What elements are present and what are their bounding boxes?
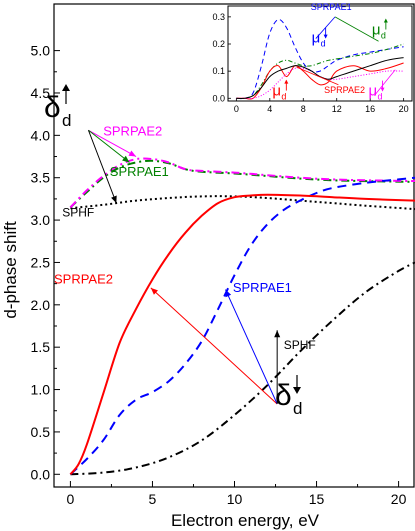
y-tick-label: 4.5 (31, 85, 51, 101)
pointer-sphf-down-head (274, 330, 281, 338)
pointer-sprpae1-up-head (122, 155, 130, 163)
inset-x-tick-label: 4 (267, 104, 272, 114)
inset-pointer-sprpae1-green (334, 16, 379, 42)
svg-text:δ: δ (275, 379, 292, 412)
y-tick-label: 3.0 (31, 212, 51, 228)
svg-text:δ: δ (44, 91, 61, 124)
pointer-sprpae2-up-head (128, 150, 137, 157)
pointer-sprpae2-down (150, 287, 278, 405)
main-series (69, 157, 415, 476)
x-tick-label: 20 (391, 491, 407, 507)
pointer-sphf-up-head (111, 195, 117, 204)
series-annotation: SPRPAE2 (54, 272, 113, 287)
series-line-sphf-spin-down (70, 261, 415, 476)
y-tick-label: 0.0 (31, 466, 51, 482)
inset-y-tick-label: 0.1 (212, 66, 225, 76)
x-tick-label: 5 (149, 491, 157, 507)
inset-series (236, 19, 404, 100)
svg-text:μ: μ (372, 22, 381, 39)
svg-text:μ: μ (312, 30, 321, 47)
inset-x-tick-label: 8 (301, 104, 306, 114)
inset-series-line-sprpae2-spin-up (236, 62, 404, 100)
y-tick-label: 4.0 (31, 127, 51, 143)
svg-text:d: d (293, 399, 302, 418)
series-annotation: SPRPAE1 (233, 280, 292, 295)
y-axis-title: d-phase shift (1, 221, 20, 319)
svg-text:μ: μ (272, 83, 281, 100)
svg-text:μ: μ (369, 83, 378, 100)
inset-pointer-sprpae2-magenta (374, 69, 396, 96)
x-axis-title: Electron energy, eV (171, 511, 320, 530)
x-tick-label: 0 (67, 491, 75, 507)
series-annotation: SPHF (62, 206, 94, 220)
inset-annotation: SPRPAE1 (311, 2, 352, 12)
inset-y-tick-label: 0.2 (212, 39, 225, 49)
svg-text:d: d (378, 92, 383, 102)
pointer-sprpae1-down (225, 289, 278, 405)
series-line-sprpae1-spin-down (69, 176, 415, 476)
y-tick-label: 3.5 (31, 170, 51, 186)
x-tick-label: 10 (227, 491, 243, 507)
inset-x-tick-label: 12 (332, 104, 342, 114)
inset-series-line-sprpae1-spin-up (236, 19, 404, 100)
y-tick-label: 2.5 (31, 254, 51, 270)
main-annotations: SPRPAE2 SPRPAE1 SPHF SPRPAE2 SPRPAE1 SPHF (54, 123, 316, 405)
svg-text:d: d (381, 31, 386, 41)
y-tick-label: 0.5 (31, 424, 51, 440)
inset-x-tick-label: 20 (399, 104, 409, 114)
inset-series-line-sprpae1-spin-down (236, 43, 404, 99)
series-annotation: SPRPAE1 (110, 164, 169, 179)
delta-up-label: δ d (44, 84, 71, 130)
pointer-sphf-up (87, 130, 117, 204)
main-axis-ticks: 0 5 10 15 20 0.0 0.5 1.0 1.5 2.0 2.5 3.0 3.5 4.0 4.5 5.… (31, 43, 407, 507)
pointer-sprpae1-down-head (225, 289, 232, 298)
series-annotation: SPRPAE2 (103, 123, 162, 138)
series-line-sphf-spin-up (70, 195, 415, 211)
series-line-sprpae2-spin-down (69, 193, 415, 475)
inset-series-line-sphf-spin-up (236, 57, 404, 99)
inset-pointer-sprpae2-red (296, 66, 339, 86)
series-annotation: SPHF (284, 338, 316, 352)
x-tick-label: 15 (309, 491, 325, 507)
pointer-sprpae2-up (88, 129, 137, 157)
inset-x-tick-label: 0 (234, 104, 239, 114)
inset-x-tick-label: 16 (365, 104, 375, 114)
pointer-sprpae2-down-head (150, 287, 158, 295)
inset-series-line-sprpae2-spin-down (236, 67, 404, 99)
inset-y-tick-label: 0.3 (212, 12, 225, 22)
delta-down-label: δ d (275, 375, 302, 418)
inset-y-tick-label: 0.0 (212, 93, 225, 103)
inset-axis-ticks: 0 4 8 12 16 20 0.0 0.1 0.2 0.3 (212, 12, 408, 114)
inset-annotation: SPRPAE2 (324, 85, 365, 95)
svg-text:d: d (321, 39, 326, 49)
y-tick-label: 1.0 (31, 382, 51, 398)
series-line-sprpae2-spin-up (69, 157, 415, 209)
y-tick-label: 1.5 (31, 339, 51, 355)
svg-text:d: d (62, 111, 71, 130)
y-tick-label: 2.0 (31, 297, 51, 313)
pointer-sprpae1-up (88, 129, 130, 163)
y-tick-label: 5.0 (31, 43, 51, 59)
svg-text:d: d (281, 92, 286, 102)
